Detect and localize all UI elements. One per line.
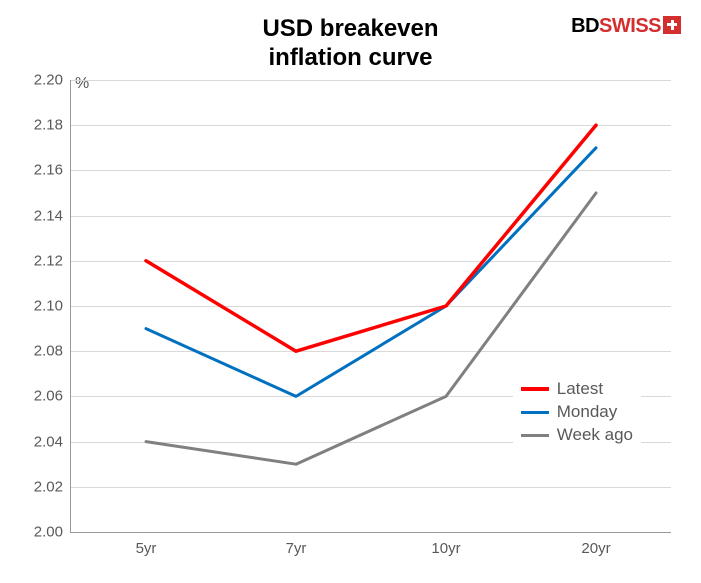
x-tick-label: 5yr	[136, 532, 157, 557]
logo-text-bd: BD	[571, 15, 599, 37]
y-tick-label: 2.16	[34, 162, 71, 179]
legend-swatch	[521, 387, 549, 391]
y-tick-label: 2.04	[34, 433, 71, 450]
y-tick-label: 2.10	[34, 298, 71, 315]
legend-label: Week ago	[557, 425, 633, 445]
logo-text-swiss: SWISS	[599, 15, 661, 37]
chart-title-line2: inflation curve	[10, 44, 691, 73]
y-tick-label: 2.06	[34, 388, 71, 405]
legend-swatch	[521, 434, 549, 437]
x-tick-label: 7yr	[286, 532, 307, 557]
legend-item: Monday	[521, 402, 633, 422]
x-tick-label: 10yr	[431, 532, 460, 557]
series-svg	[71, 80, 671, 532]
y-tick-label: 2.18	[34, 117, 71, 134]
y-tick-label: 2.14	[34, 207, 71, 224]
legend: Latest Monday Week ago	[513, 371, 641, 453]
plot-area: 2.002.022.042.062.082.102.122.142.162.18…	[70, 80, 671, 533]
brand-logo: BDSWISS	[571, 15, 681, 38]
series-line	[146, 125, 596, 351]
series-line	[146, 148, 596, 397]
legend-item: Latest	[521, 379, 633, 399]
y-tick-label: 2.12	[34, 252, 71, 269]
swiss-cross-icon	[663, 16, 681, 34]
legend-label: Latest	[557, 379, 603, 399]
legend-swatch	[521, 411, 549, 414]
chart-container: BDSWISS USD breakeven inflation curve % …	[0, 0, 701, 583]
legend-label: Monday	[557, 402, 617, 422]
y-tick-label: 2.08	[34, 343, 71, 360]
x-tick-label: 20yr	[581, 532, 610, 557]
y-tick-label: 2.00	[34, 524, 71, 541]
y-tick-label: 2.02	[34, 478, 71, 495]
legend-item: Week ago	[521, 425, 633, 445]
y-tick-label: 2.20	[34, 72, 71, 89]
